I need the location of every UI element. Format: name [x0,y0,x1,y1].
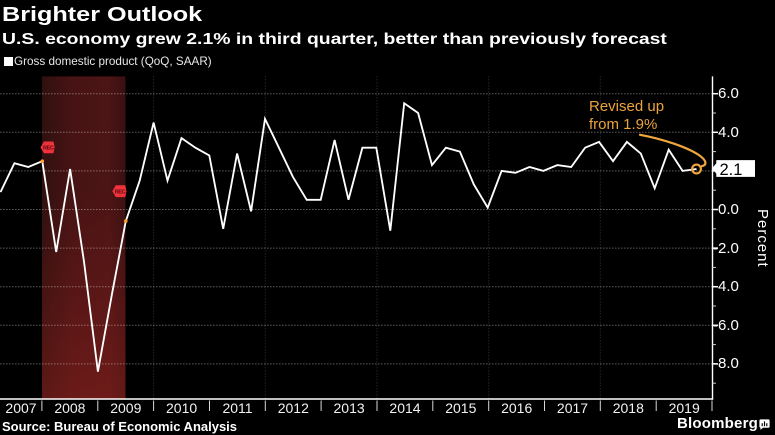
svg-text:REC.: REC. [115,189,127,195]
svg-text:REC.: REC. [43,146,55,152]
